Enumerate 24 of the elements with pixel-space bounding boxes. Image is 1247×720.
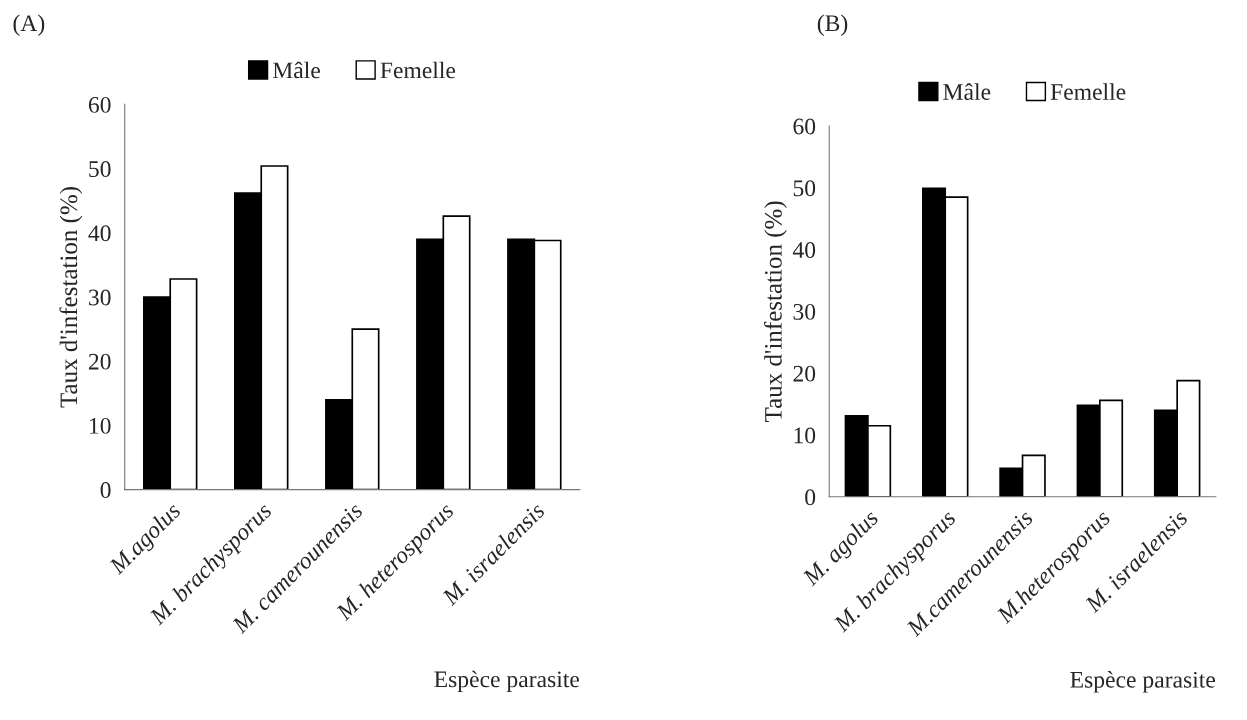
y-tick-label: 20 [88,353,111,370]
y-tick-label: 0 [805,489,816,506]
x-axis-title: Espèce parasite [434,670,580,693]
y-axis-title: Taux d'infestation (%) [59,187,83,408]
chart-title: (B) [817,14,848,36]
legend-label: Mâle [943,83,991,100]
y-tick-label: 40 [88,225,111,242]
y-tick-label: 10 [89,417,111,434]
y-tick-label: 50 [89,161,111,178]
legend-label: Femelle [1050,83,1126,100]
x-axis-title: Espèce parasite [1070,671,1215,693]
y-tick-label: 60 [88,96,111,113]
y-tick-label: 30 [793,303,816,320]
y-tick-label: 60 [793,118,816,135]
y-tick-label: 50 [793,180,816,197]
y-axis-title: Taux d'infestation (%) [763,201,787,423]
y-tick-label: 30 [89,289,111,306]
chart-title: (A) [13,14,45,36]
y-tick-label: 10 [794,427,816,444]
legend-label: Femelle [380,61,456,79]
y-tick-label: 0 [100,482,111,499]
legend-label: Mâle [272,61,320,79]
y-tick-label: 20 [793,365,816,382]
y-tick-label: 40 [792,242,816,259]
